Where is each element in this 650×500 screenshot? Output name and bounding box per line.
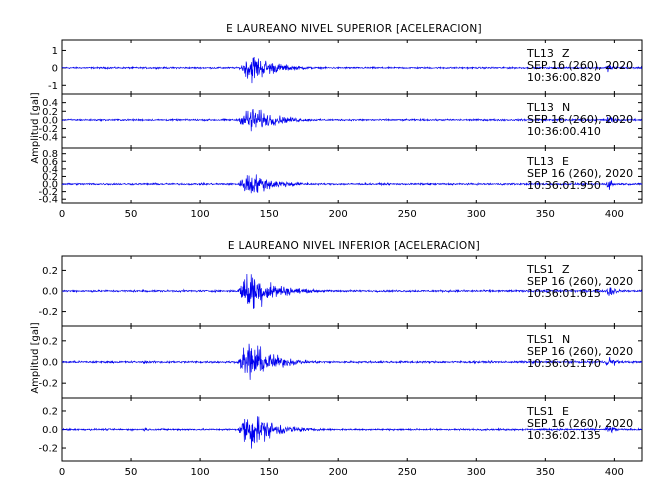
x-tick-label: 0 [59, 467, 65, 478]
x-tick-label: 50 [125, 467, 138, 478]
component-label: Z [562, 263, 570, 276]
start-time-label: 10:36:02.135 [527, 429, 601, 442]
y-tick-label: 0.0 [42, 358, 58, 369]
y-tick-label: -0.2 [38, 187, 58, 198]
y-tick-label: 0 [52, 63, 58, 74]
x-tick-label: 250 [398, 209, 417, 220]
station-label: TL13 [526, 155, 554, 168]
y-tick-label: -0.2 [38, 307, 58, 318]
y-tick-label: 0.8 [42, 149, 58, 160]
component-label: N [562, 333, 570, 346]
y-tick-label: 0.0 [42, 115, 58, 126]
station-label: TLS1 [526, 333, 554, 346]
x-axis-superior: 0 50 100 150 200 250 300 350 400 [59, 209, 624, 220]
y-tick-label: -0.4 [38, 195, 58, 206]
x-tick-label: 200 [329, 209, 348, 220]
x-tick-label: 250 [398, 467, 417, 478]
component-label: N [562, 101, 570, 114]
y-tick-label: 0.2 [42, 172, 58, 183]
x-tick-label: 300 [467, 209, 486, 220]
waveform-trace [61, 274, 643, 309]
x-tick-label: 100 [191, 209, 210, 220]
chart-title: E LAUREANO NIVEL SUPERIOR [ACELERACION] [226, 23, 482, 35]
start-time-label: 10:36:01.615 [527, 287, 601, 300]
date-label: SEP 16 (260), 2020 [527, 345, 633, 358]
y-tick-label: 0.0 [42, 180, 58, 191]
y-tick-label: 1 [52, 46, 58, 57]
waveform-trace [61, 56, 643, 84]
y-tick-label: -0.2 [38, 124, 58, 135]
start-time-label: 10:36:00.820 [527, 71, 601, 84]
x-axis-inferior: 0 50 100 150 200 250 300 350 400 [59, 467, 624, 478]
date-label: SEP 16 (260), 2020 [527, 417, 633, 430]
station-label: TL13 [526, 101, 554, 114]
chart-nivel-inferior: E LAUREANO NIVEL INFERIOR [ACELERACION] … [30, 240, 643, 478]
waveform-trace [61, 343, 643, 380]
chart-nivel-superior: E LAUREANO NIVEL SUPERIOR [ACELERACION] … [30, 23, 643, 220]
x-tick-label: 0 [59, 209, 65, 220]
component-label: E [562, 155, 569, 168]
y-tick-label: 0.2 [42, 266, 58, 277]
y-tick-label: 0.2 [42, 107, 58, 118]
x-tick-label: 350 [536, 467, 555, 478]
start-time-label: 10:36:00.410 [527, 125, 601, 138]
date-label: SEP 16 (260), 2020 [527, 113, 633, 126]
station-label: TLS1 [526, 263, 554, 276]
x-tick-label: 300 [467, 467, 486, 478]
y-tick-label: -0.4 [38, 133, 58, 144]
component-label: Z [562, 47, 570, 60]
x-tick-label: 400 [605, 209, 624, 220]
y-tick-label: 0.2 [42, 336, 58, 347]
x-tick-label: 400 [605, 467, 624, 478]
x-tick-label: 200 [329, 467, 348, 478]
y-tick-label: 0.2 [42, 406, 58, 417]
y-tick-label: 0.4 [42, 98, 58, 109]
waveform-trace [61, 174, 643, 194]
x-tick-label: 150 [260, 467, 279, 478]
y-axis-label: Amplitud [gal] [30, 92, 41, 163]
y-tick-label: -0.2 [38, 379, 58, 390]
component-label: E [562, 405, 569, 418]
panel-frame [61, 147, 643, 204]
station-label: TL13 [526, 47, 554, 60]
chart-title: E LAUREANO NIVEL INFERIOR [ACELERACION] [228, 240, 480, 252]
date-label: SEP 16 (260), 2020 [527, 275, 633, 288]
y-tick-label: 0.0 [42, 425, 58, 436]
date-label: SEP 16 (260), 2020 [527, 59, 633, 72]
y-tick-label: -0.2 [38, 444, 58, 455]
x-tick-label: 350 [536, 209, 555, 220]
station-label: TLS1 [526, 405, 554, 418]
x-tick-label: 150 [260, 209, 279, 220]
y-tick-label: 0.4 [42, 164, 58, 175]
date-label: SEP 16 (260), 2020 [527, 167, 633, 180]
waveform-trace [61, 416, 643, 449]
y-axis-label: Amplitud [gal] [30, 322, 41, 393]
start-time-label: 10:36:01.950 [527, 179, 601, 192]
y-tick-label: 0.0 [42, 287, 58, 298]
y-tick-label: -1 [48, 81, 58, 92]
x-tick-label: 100 [191, 467, 210, 478]
start-time-label: 10:36:01.170 [527, 357, 601, 370]
x-tick-label: 50 [125, 209, 138, 220]
y-tick-label: 0.6 [42, 157, 58, 168]
waveform-trace [61, 108, 643, 132]
